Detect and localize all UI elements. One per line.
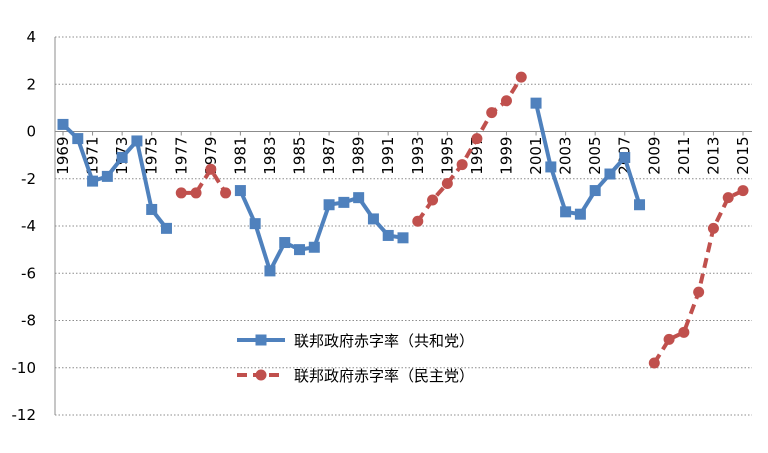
data-point bbox=[663, 333, 675, 345]
y-tick-label: 2 bbox=[26, 75, 36, 93]
data-point bbox=[160, 222, 172, 234]
data-point bbox=[205, 163, 217, 175]
y-tick-label: -6 bbox=[21, 264, 36, 282]
data-point bbox=[323, 199, 335, 211]
data-point bbox=[500, 95, 512, 107]
data-point bbox=[397, 232, 409, 244]
data-point bbox=[367, 213, 379, 225]
x-tick-label: 1975 bbox=[143, 137, 161, 175]
data-point bbox=[634, 199, 646, 211]
x-tick-label: 2003 bbox=[557, 137, 575, 175]
data-point bbox=[412, 215, 424, 227]
data-point bbox=[190, 187, 202, 199]
data-point bbox=[693, 286, 705, 298]
data-point bbox=[530, 97, 542, 109]
data-point bbox=[545, 161, 557, 173]
x-tick-label: 1979 bbox=[202, 137, 220, 175]
data-point bbox=[220, 187, 232, 199]
data-point bbox=[87, 175, 99, 187]
data-point bbox=[678, 326, 690, 338]
x-tick-label: 1999 bbox=[497, 137, 515, 175]
data-point bbox=[249, 218, 261, 230]
series-2 bbox=[175, 71, 749, 369]
legend-swatch-marker bbox=[255, 334, 267, 346]
legend-label: 联邦政府赤字率（民主党） bbox=[294, 367, 474, 385]
x-tick-label: 1991 bbox=[379, 137, 397, 175]
data-point bbox=[604, 168, 616, 180]
data-point bbox=[619, 151, 631, 163]
x-tick-label: 1997 bbox=[468, 137, 486, 175]
axes: 420-2-4-6-8-10-1219691971197319751977197… bbox=[12, 28, 752, 424]
data-point bbox=[574, 208, 586, 220]
x-tick-label: 1989 bbox=[350, 137, 368, 175]
data-point bbox=[308, 241, 320, 253]
x-tick-label: 2009 bbox=[645, 137, 663, 175]
series-layer bbox=[57, 71, 749, 369]
data-point bbox=[294, 244, 306, 256]
data-point bbox=[264, 265, 276, 277]
data-point bbox=[116, 151, 128, 163]
data-point bbox=[737, 185, 749, 197]
data-point bbox=[131, 135, 143, 147]
data-point bbox=[515, 71, 527, 83]
data-point bbox=[72, 133, 84, 145]
x-tick-label: 1995 bbox=[438, 137, 456, 175]
data-point bbox=[560, 206, 572, 218]
series-line bbox=[238, 189, 404, 273]
data-point bbox=[338, 196, 350, 208]
x-tick-label: 1969 bbox=[54, 137, 72, 175]
data-point bbox=[648, 357, 660, 369]
data-point bbox=[707, 222, 719, 234]
series-1 bbox=[57, 97, 646, 277]
x-tick-label: 1983 bbox=[261, 137, 279, 175]
data-point bbox=[146, 203, 158, 215]
data-point bbox=[486, 107, 498, 119]
legend: 联邦政府赤字率（共和党） 联邦政府赤字率（民主党） bbox=[237, 332, 474, 385]
data-point bbox=[234, 185, 246, 197]
data-point bbox=[441, 177, 453, 189]
x-tick-label: 1981 bbox=[231, 136, 249, 174]
x-tick-label: 1987 bbox=[320, 137, 338, 175]
x-tick-label: 1977 bbox=[172, 137, 190, 175]
x-tick-label: 1993 bbox=[409, 137, 427, 175]
y-tick-label: -10 bbox=[12, 359, 37, 377]
series-line bbox=[61, 122, 169, 230]
x-tick-label: 2001 bbox=[527, 137, 545, 175]
data-point bbox=[101, 170, 113, 182]
x-tick-label: 2015 bbox=[734, 137, 752, 175]
data-point bbox=[722, 192, 734, 204]
data-point bbox=[175, 187, 187, 199]
data-point bbox=[589, 185, 601, 197]
x-tick-label: 2013 bbox=[704, 137, 722, 175]
series-line bbox=[181, 167, 228, 195]
legend-label: 联邦政府赤字率（共和党） bbox=[294, 332, 474, 350]
y-tick-label: -12 bbox=[12, 406, 37, 424]
y-tick-label: 0 bbox=[26, 123, 36, 141]
data-point bbox=[382, 229, 394, 241]
x-tick-label: 2005 bbox=[586, 137, 604, 175]
x-tick-label: 2011 bbox=[675, 137, 693, 175]
data-point bbox=[353, 192, 365, 204]
grid-lines bbox=[55, 36, 752, 416]
y-tick-label: -8 bbox=[21, 312, 36, 330]
y-tick-label: -4 bbox=[21, 217, 36, 235]
data-point bbox=[279, 237, 291, 249]
data-point bbox=[57, 118, 69, 130]
data-point bbox=[471, 133, 483, 145]
x-tick-label: 1985 bbox=[291, 137, 309, 175]
data-point bbox=[456, 159, 468, 171]
y-tick-label: -2 bbox=[21, 170, 36, 188]
legend-swatch-marker bbox=[255, 369, 267, 381]
data-point bbox=[427, 194, 439, 206]
y-tick-label: 4 bbox=[26, 28, 36, 46]
